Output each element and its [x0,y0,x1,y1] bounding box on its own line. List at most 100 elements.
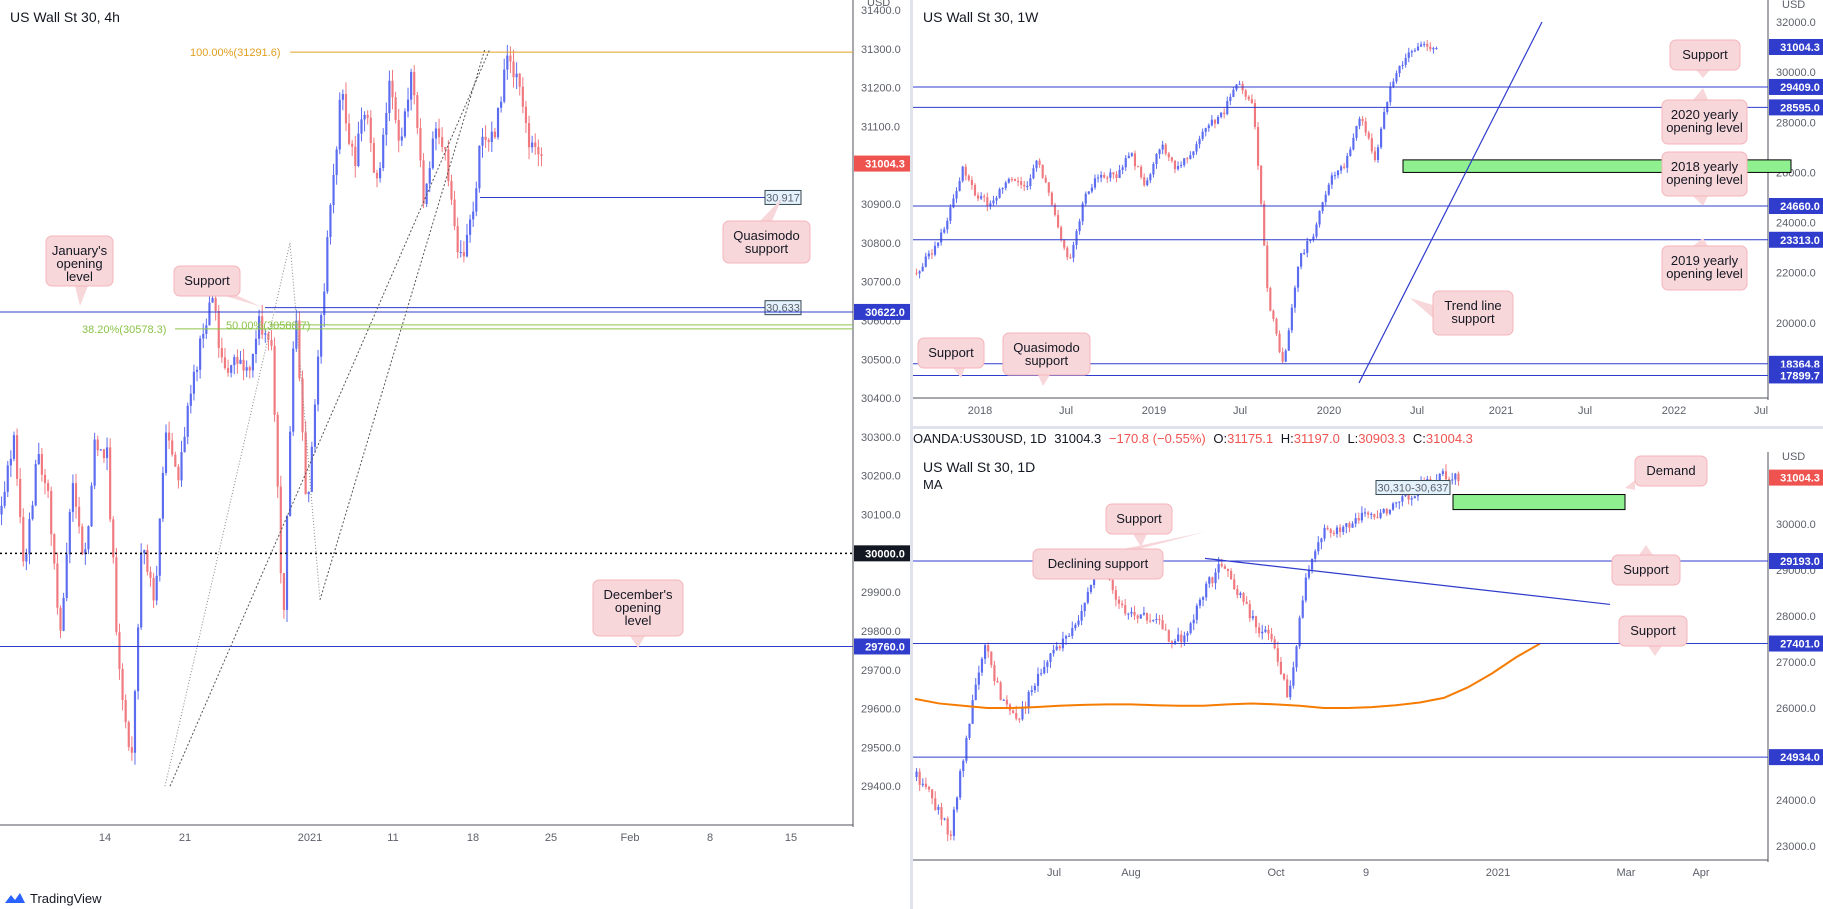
candle-body [1145,612,1149,621]
candle-body [177,466,180,481]
candle-body [1127,155,1130,159]
candle-body [1304,577,1307,601]
candle-body [1189,623,1192,634]
chart-1d-svg[interactable]: 31000.030000.029000.028000.027000.026000… [913,451,1823,885]
panel-divider-vertical[interactable] [910,0,913,909]
candle-body [1236,588,1239,596]
candle-body [372,142,375,173]
candle-body [1242,593,1245,602]
candle-body [995,197,998,201]
candle-body [1012,710,1015,713]
candle-body [226,368,230,373]
candle-body [1109,172,1112,178]
note-box [173,265,241,297]
candle-body [531,142,534,148]
symbol-label: OANDA:US30USD, 1D [913,431,1047,446]
candle-body [1284,350,1287,362]
candle-body [239,359,242,364]
candle-body [1078,221,1081,232]
y-tick-label: 29500.0 [861,742,901,754]
candle-body [1220,112,1223,117]
price-tag-label: 31004.3 [1780,42,1820,54]
candle-body [1269,288,1272,311]
note-box [592,579,684,637]
note-text: support [745,241,789,256]
candle-body [217,310,220,348]
candle-body [1256,126,1260,166]
candle-body [1379,512,1382,518]
candle-body [1018,718,1021,720]
candle-body [1357,518,1360,521]
candle-body [490,131,493,143]
chart-4h[interactable]: 31400.031300.031200.031100.031000.030900… [0,0,916,885]
candle-body [1056,214,1060,228]
candle-body [983,196,986,198]
candle-body [955,797,959,810]
candle-body [936,242,940,246]
candle-body [1345,523,1348,527]
chart-1d[interactable]: 31000.030000.029000.028000.027000.026000… [913,451,1823,885]
candle-body [1320,538,1323,543]
candle-body [1335,527,1339,534]
demand-zone-label: 30,310-30,637 [1378,483,1449,495]
price-tag-label: 24934.0 [1780,752,1820,764]
candle-body [453,199,456,227]
candle-body [1130,611,1133,614]
candle-body [344,94,348,124]
candle-body [1155,618,1158,620]
candle-body [930,253,933,255]
moving-average-line [914,642,1541,710]
candle-body [47,483,50,491]
candle-body [1204,128,1207,132]
fib-trend-line-2 [319,48,486,601]
chart-4h-svg[interactable]: 31400.031300.031200.031100.031000.030900… [0,0,916,885]
candle-body [1250,99,1253,104]
candle-body [146,549,149,572]
x-tick-label: Jul [1059,405,1073,417]
note-text: 2018 yearly [1671,159,1739,174]
candle-body [1170,157,1173,161]
price-change: −170.8 (−0.55%) [1108,431,1206,446]
candle-body [506,55,509,70]
candle-body [3,491,6,506]
candle-body [1077,620,1080,625]
candle-body [1343,166,1346,168]
demand-zone [1452,494,1626,511]
note-text: 2020 yearly [1671,107,1739,122]
note-box [1634,455,1708,487]
candle-body [1133,611,1136,616]
candle-body [1260,165,1263,204]
candle-body [1314,551,1317,559]
candle-body [37,454,40,465]
candle-body [1253,103,1257,127]
candle-body [1281,352,1284,362]
chart-1w-svg[interactable]: 32000.030000.028000.026000.024000.022000… [913,0,1823,426]
candle-body [918,271,921,274]
candle-body [143,549,146,553]
candle-body [1395,502,1398,504]
note-text: Support [928,345,974,360]
candle-body [1367,512,1370,515]
footer: TradingView [4,888,102,908]
note-text: support [1451,311,1495,326]
candle-body [1270,633,1273,640]
chart-1w[interactable]: 32000.0 30000.0 28000.0 26000.0 24000.0 22000… [913,0,1823,426]
fib-trend-line [169,48,491,787]
candle-body [1183,158,1186,166]
candle-body [1326,527,1329,530]
note-pointer [75,286,88,306]
price-tag-bg [1769,367,1823,384]
candle-body [1367,132,1370,139]
panel-divider-horizontal[interactable] [913,426,1823,429]
candle-body [413,71,416,96]
candle-body [1195,605,1198,620]
candle-body [1036,673,1040,686]
high-label: H: [1280,431,1294,446]
candle-body [1239,593,1242,596]
candle-body [1295,646,1298,668]
note-pointer [1696,70,1710,78]
note-text: Demand [1646,463,1695,478]
candle-body [1207,125,1210,129]
candle-body [1298,617,1301,647]
candle-body [1395,73,1398,82]
